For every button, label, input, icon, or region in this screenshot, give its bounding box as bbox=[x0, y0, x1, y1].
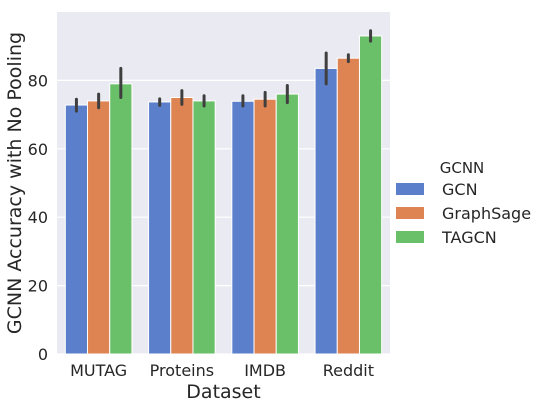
y-tick-label: 20 bbox=[28, 277, 48, 296]
x-tick-labels: MUTAG Proteins IMDB Reddit bbox=[70, 361, 374, 380]
bars bbox=[64, 35, 383, 355]
bar-tagcn-imdb bbox=[275, 93, 299, 355]
y-tick-label: 0 bbox=[38, 345, 48, 364]
x-tick-label: MUTAG bbox=[70, 361, 127, 380]
x-tick-label: Reddit bbox=[323, 361, 374, 380]
bar-gcn-reddit bbox=[314, 67, 338, 355]
legend-swatch-tagcn bbox=[396, 231, 424, 243]
bar-gcn-mutag bbox=[64, 104, 89, 355]
y-tick-label: 80 bbox=[28, 71, 48, 90]
bar-tagcn-proteins bbox=[192, 100, 216, 355]
legend-label-tagcn: TAGCN bbox=[441, 228, 497, 247]
x-axis-label: Dataset bbox=[186, 381, 260, 403]
bar-tagcn-reddit bbox=[358, 35, 383, 355]
bar-graphsage-reddit bbox=[336, 57, 360, 355]
bar-graphsage-proteins bbox=[170, 97, 194, 355]
legend: GCNN GCN GraphSage TAGCN bbox=[396, 159, 531, 247]
error-bars bbox=[74, 29, 373, 113]
bar-gcn-proteins bbox=[148, 101, 172, 355]
legend-swatch-graphsage bbox=[396, 207, 424, 219]
legend-label-gcn: GCN bbox=[442, 180, 478, 199]
x-tick-label: IMDB bbox=[244, 361, 286, 380]
legend-swatch-gcn bbox=[396, 183, 424, 195]
y-tick-label: 60 bbox=[28, 140, 48, 159]
legend-label-graphsage: GraphSage bbox=[442, 204, 531, 223]
bar-gcn-imdb bbox=[231, 100, 255, 355]
bar-tagcn-mutag bbox=[109, 83, 133, 355]
bar-graphsage-mutag bbox=[87, 100, 111, 355]
bar-graphsage-imdb bbox=[253, 98, 277, 355]
y-axis-label: GCNN Accuracy with No Pooling bbox=[4, 32, 26, 334]
x-tick-label: Proteins bbox=[150, 361, 214, 380]
y-tick-label: 40 bbox=[28, 208, 48, 227]
y-tick-labels: 0 20 40 60 80 bbox=[28, 71, 48, 364]
legend-title: GCNN bbox=[440, 159, 485, 177]
